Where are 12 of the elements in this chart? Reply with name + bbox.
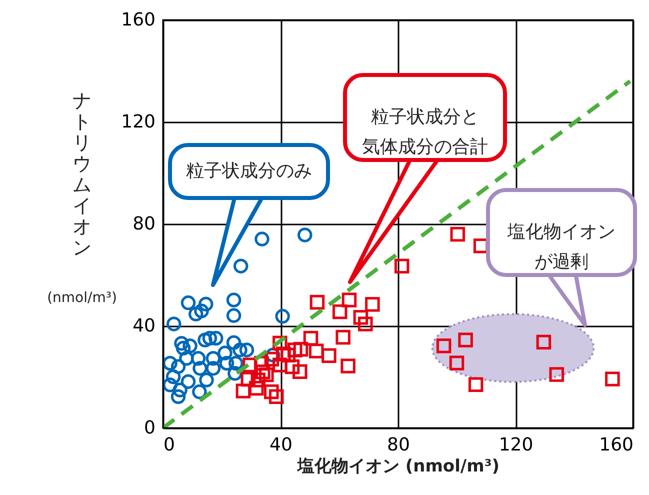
x-tick-label: 160	[599, 434, 634, 456]
x-tick-label: 120	[498, 434, 534, 456]
text: ナトリウムイオン (nmol/m³)	[47, 90, 117, 306]
y-tick-label: 160	[121, 10, 156, 30]
x-axis-title: 塩化物イオン (nmol/m³)	[296, 456, 500, 476]
y-tick-label: 80	[132, 214, 156, 234]
x-tick-label: 0	[164, 434, 175, 456]
y-tick-label: 40	[132, 316, 156, 336]
y-tick-label: 0	[144, 418, 156, 438]
x-tick-label: 80	[387, 434, 410, 456]
x-tick-label: 40	[270, 434, 292, 456]
y-tick-label: 120	[121, 112, 156, 132]
